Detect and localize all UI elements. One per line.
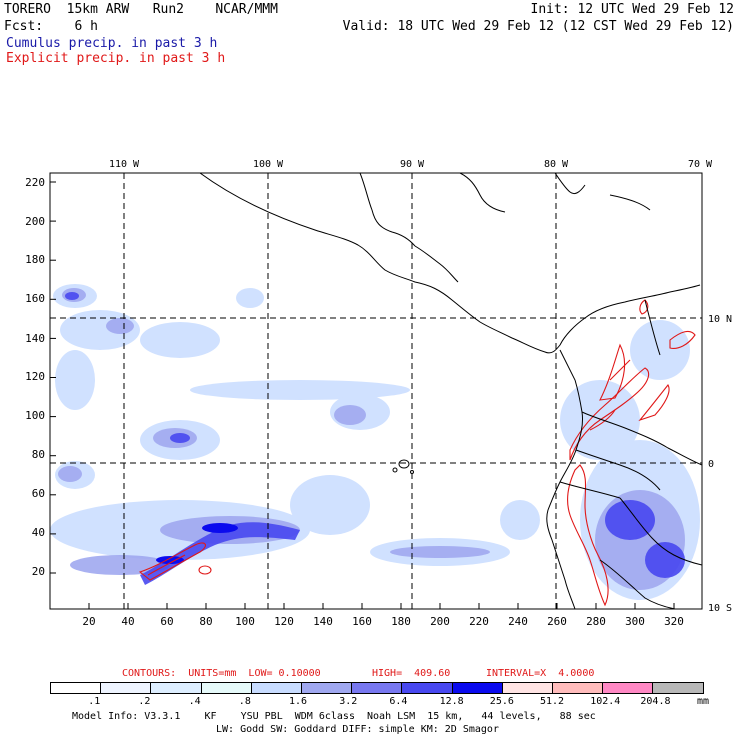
colorbar-label: 102.4 [590, 696, 621, 707]
lon-label-80w: 80 W [544, 159, 569, 170]
model-title: TORERO 15km ARW Run2 NCAR/MMM [4, 2, 278, 17]
x-tick-label: 180 [391, 615, 411, 628]
contours-high: HIGH= 409.60 [372, 668, 451, 679]
lat-label-0: 0 [708, 459, 714, 470]
y-tick-label: 40 [32, 526, 45, 539]
lon-label-70w: 70 W [688, 159, 713, 170]
legend-cumulus: Cumulus precip. in past 3 h [6, 36, 218, 51]
colorbar-label: 51.2 [540, 696, 565, 707]
model-info: Model Info: V3.3.1 KF YSU PBL WDM 6class… [72, 711, 596, 722]
colorbar-swatch [250, 682, 302, 694]
lat-label-10n: 10 N [708, 314, 732, 325]
x-tick-label: 40 [121, 615, 134, 628]
y-tick-label: 180 [25, 253, 45, 266]
y-tick-label: 80 [32, 448, 45, 461]
y-tick-label: 160 [25, 292, 45, 305]
x-tick-label: 60 [160, 615, 173, 628]
colorbar-label: 204.8 [640, 696, 671, 707]
y-tick-label: 100 [25, 409, 45, 422]
colorbar-label: 1.6 [289, 696, 308, 707]
x-tick-label: 320 [664, 615, 684, 628]
colorbar-unit: mm [697, 696, 710, 707]
colorbar-label: .2 [138, 696, 151, 707]
colorbar-swatch [552, 682, 604, 694]
y-tick-label: 220 [25, 176, 45, 189]
colorbar-label: 12.8 [439, 696, 464, 707]
init-time: Init: 12 UTC Wed 29 Feb 12 [530, 2, 735, 17]
colorbar-label: .4 [188, 696, 201, 707]
valid-time: Valid: 18 UTC Wed 29 Feb 12 (12 CST Wed … [342, 19, 734, 34]
colorbar-swatch [100, 682, 152, 694]
x-tick-label: 80 [199, 615, 212, 628]
x-tick-label: 100 [235, 615, 255, 628]
colorbar-swatch [200, 682, 252, 694]
lat-label-10s: 10 S [708, 603, 732, 614]
x-tick-label: 280 [586, 615, 606, 628]
colorbar-swatch [451, 682, 503, 694]
lat-lon-grid [50, 173, 702, 609]
y-tick-label: 60 [32, 487, 45, 500]
map-frame [49, 172, 703, 610]
colorbar-label: 3.2 [339, 696, 358, 707]
precip-shading [50, 284, 700, 607]
y-tick-label: 140 [25, 332, 45, 345]
y-tick-label: 120 [25, 370, 45, 383]
lon-label-100w: 100 W [253, 159, 284, 170]
x-tick-label: 240 [508, 615, 528, 628]
x-tick-label: 140 [313, 615, 333, 628]
physics-info: LW: Godd SW: Goddard DIFF: simple KM: 2D… [216, 724, 499, 735]
lon-label-110w: 110 W [109, 159, 140, 170]
axis-ticks [50, 181, 675, 609]
x-tick-label: 20 [82, 615, 95, 628]
contours-interval: INTERVAL=X 4.0000 [486, 668, 595, 679]
colorbar-swatch [652, 682, 704, 694]
contours-units: CONTOURS: UNITS=mm LOW= 0.10000 [122, 668, 321, 679]
x-tick-label: 260 [547, 615, 567, 628]
explicit-precip-contours [138, 299, 696, 607]
y-tick-label: 200 [25, 215, 45, 228]
colorbar-label: 25.6 [489, 696, 514, 707]
colorbar-label: .1 [88, 696, 101, 707]
colorbar-label: .8 [238, 696, 251, 707]
colorbar-swatch [150, 682, 202, 694]
legend-explicit: Explicit precip. in past 3 h [6, 51, 226, 66]
x-tick-label: 160 [352, 615, 372, 628]
x-tick-label: 300 [625, 615, 645, 628]
x-tick-label: 120 [274, 615, 294, 628]
forecast-hour: Fcst: 6 h [4, 19, 98, 34]
x-tick-label: 220 [469, 615, 489, 628]
colorbar-swatch [301, 682, 353, 694]
colorbar-label: 6.4 [389, 696, 408, 707]
lon-label-90w: 90 W [400, 159, 425, 170]
colorbar-swatch [602, 682, 654, 694]
colorbar-swatch [50, 682, 102, 694]
x-tick-label: 200 [430, 615, 450, 628]
colorbar-swatch [351, 682, 403, 694]
colorbar-swatch [501, 682, 553, 694]
coastlines [199, 173, 702, 609]
colorbar-swatch [401, 682, 453, 694]
y-tick-label: 20 [32, 565, 45, 578]
